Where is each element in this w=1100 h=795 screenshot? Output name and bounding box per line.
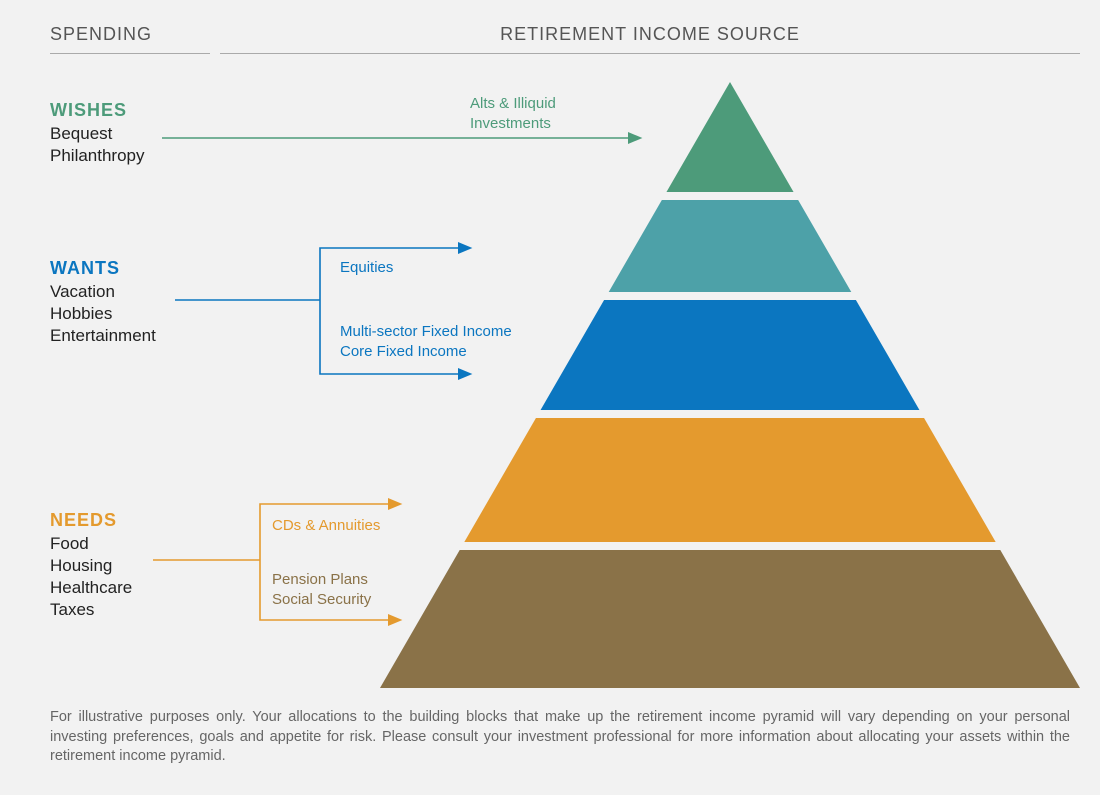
header-spending: SPENDING <box>50 24 210 54</box>
annotation-alts: Alts & IlliquidInvestments <box>470 94 556 133</box>
category-wants-title: WANTS <box>50 258 156 279</box>
pyramid <box>380 82 1080 688</box>
header-income: RETIREMENT INCOME SOURCE <box>220 24 1080 54</box>
category-needs-items: FoodHousingHealthcareTaxes <box>50 533 132 621</box>
annotation-cds: CDs & Annuities <box>272 516 380 536</box>
category-wishes-items: BequestPhilanthropy <box>50 123 145 167</box>
category-needs: NEEDS FoodHousingHealthcareTaxes <box>50 510 132 621</box>
annotation-line: CDs & Annuities <box>272 516 380 536</box>
category-item: Entertainment <box>50 325 156 347</box>
category-item: Hobbies <box>50 303 156 325</box>
annotation-line: Alts & Illiquid <box>470 94 556 114</box>
pyramid-layer-base <box>380 550 1080 688</box>
annotation-line: Social Security <box>272 590 371 610</box>
category-item: Healthcare <box>50 577 132 599</box>
pyramid-layer-upper <box>609 200 852 292</box>
annotation-fixed: Multi-sector Fixed IncomeCore Fixed Inco… <box>340 322 512 361</box>
annotation-line: Multi-sector Fixed Income <box>340 322 512 342</box>
annotation-line: Equities <box>340 258 393 278</box>
category-needs-title: NEEDS <box>50 510 132 531</box>
arrows <box>153 138 640 620</box>
category-wants: WANTS VacationHobbiesEntertainment <box>50 258 156 347</box>
category-item: Vacation <box>50 281 156 303</box>
annotation-line: Investments <box>470 114 556 134</box>
category-item: Taxes <box>50 599 132 621</box>
category-item: Housing <box>50 555 132 577</box>
category-wishes: WISHES BequestPhilanthropy <box>50 100 145 167</box>
annotation-pension: Pension PlansSocial Security <box>272 570 371 609</box>
annotation-equities: Equities <box>340 258 393 278</box>
category-wishes-title: WISHES <box>50 100 145 121</box>
category-wants-items: VacationHobbiesEntertainment <box>50 281 156 347</box>
category-item: Bequest <box>50 123 145 145</box>
pyramid-layer-middle <box>541 300 920 410</box>
annotation-line: Core Fixed Income <box>340 342 512 362</box>
pyramid-layer-lower <box>464 418 995 542</box>
pyramid-layer-top <box>666 82 793 192</box>
annotation-line: Pension Plans <box>272 570 371 590</box>
category-item: Food <box>50 533 132 555</box>
category-item: Philanthropy <box>50 145 145 167</box>
footnote: For illustrative purposes only. Your all… <box>50 708 1070 767</box>
header-row: SPENDING RETIREMENT INCOME SOURCE <box>50 24 1080 54</box>
